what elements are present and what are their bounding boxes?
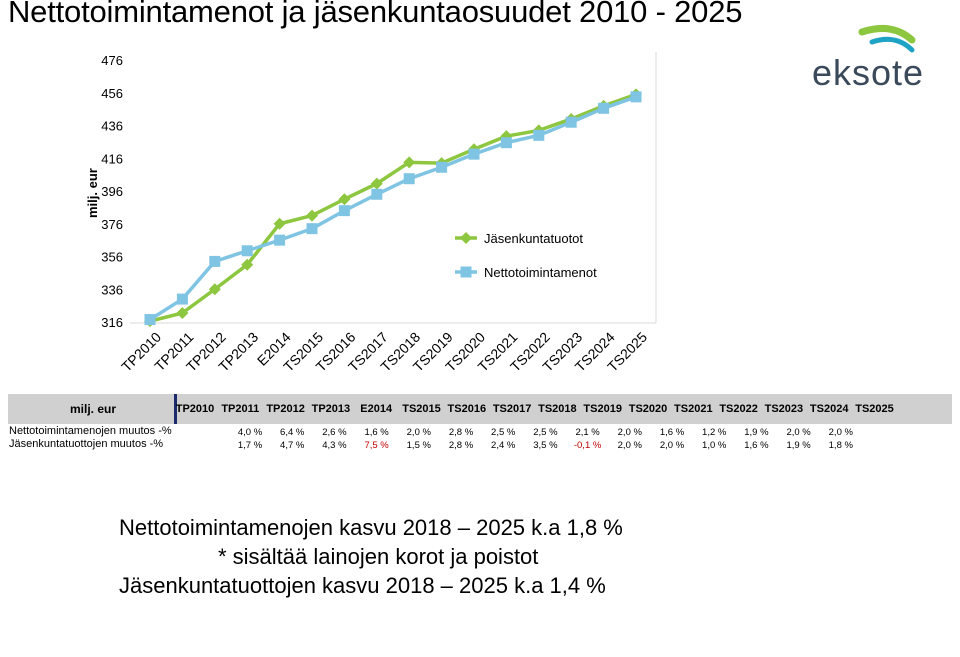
table-cell: 4,7 %: [280, 440, 305, 451]
table-cell: 1,6 %: [659, 427, 685, 438]
table-year-header: TS2019: [583, 403, 622, 415]
table-cell: 1,7 %: [237, 440, 263, 451]
data-point-jasenkuntatuotot: [403, 156, 416, 169]
data-point-nettotoimintamenot: [371, 188, 383, 200]
table-cell: 2,5 %: [491, 427, 516, 438]
table-cell: 2,4 %: [491, 440, 516, 451]
table-year-header: TS2022: [719, 403, 758, 415]
y-tick-label: 396: [101, 184, 123, 199]
data-point-jasenkuntatuotot: [273, 217, 286, 230]
table-year-header: TS2016: [447, 403, 487, 415]
y-tick-label: 476: [101, 53, 123, 68]
data-point-nettotoimintamenot: [176, 293, 188, 305]
table-year-header: TP2011: [221, 403, 260, 415]
data-point-jasenkuntatuotot: [306, 209, 318, 222]
legend-marker-diamond: [460, 232, 472, 244]
legend-marker-square: [460, 266, 472, 278]
table-cell: 2,8 %: [448, 427, 474, 438]
table-year-header: TP2013: [311, 403, 351, 415]
data-point-nettotoimintamenot: [533, 129, 545, 141]
table-row-label-jasenkuntatuotot: Jäsenkuntatuottojen muutos -%: [9, 438, 164, 450]
table-header-divider: [174, 394, 177, 424]
table-year-header: TS2024: [809, 403, 849, 415]
table-header-band: [8, 394, 952, 424]
data-point-nettotoimintamenot: [209, 255, 221, 267]
table-cell: 2,0 %: [617, 440, 642, 451]
data-point-nettotoimintamenot: [306, 223, 318, 235]
table-year-header: TP2012: [266, 403, 305, 415]
table-row-label-nettotoimintamenot: Nettotoimintamenojen muutos -%: [9, 425, 172, 437]
table-year-header: TS2020: [628, 403, 668, 415]
summary-line-1: Nettotoimintamenojen kasvu 2018 – 2025 k…: [119, 515, 623, 540]
page-title: Nettotoimintamenot ja jäsenkuntaosuudet …: [8, 0, 743, 29]
table-cell: -0,1 %: [573, 440, 602, 451]
table-cell: 2,0 %: [617, 427, 642, 438]
table-cell: 2,0 %: [406, 427, 431, 438]
table-year-header: TP2010: [175, 403, 215, 415]
data-point-nettotoimintamenot: [468, 148, 480, 160]
table-cell: 2,5 %: [533, 427, 558, 438]
data-point-nettotoimintamenot: [403, 173, 415, 185]
y-axis-label: milj. eur: [85, 168, 100, 218]
table-cell: 1,2 %: [702, 427, 727, 438]
table-year-header: TS2017: [492, 403, 532, 415]
table-unit-label: milj. eur: [70, 402, 117, 416]
data-point-jasenkuntatuotot: [208, 283, 221, 296]
y-tick-label: 456: [101, 86, 123, 101]
legend-entry-label: Jäsenkuntatuotot: [484, 231, 583, 246]
table-year-header: E2014: [360, 403, 393, 415]
table-cell: 1,6 %: [364, 427, 389, 438]
y-tick-label: 376: [101, 217, 123, 232]
table-cell: 2,8 %: [448, 440, 474, 451]
series-line-jasenkuntatuotot: [149, 92, 637, 323]
table-year-header: TS2015: [402, 403, 441, 415]
y-tick-label: 336: [101, 282, 123, 297]
y-tick-label: 356: [101, 250, 123, 265]
data-point-nettotoimintamenot: [565, 116, 577, 128]
table-cell: 2,0 %: [786, 427, 811, 438]
table-cell: 1,8 %: [828, 440, 853, 451]
series-line-nettotoimintamenot: [149, 95, 637, 322]
data-point-jasenkuntatuotot: [176, 306, 189, 319]
y-tick-label: 436: [101, 119, 123, 134]
data-point-nettotoimintamenot: [436, 161, 448, 173]
logo-text: eksote: [812, 52, 925, 93]
table-cell: 1,6 %: [744, 440, 769, 451]
eksote-logo-icon: [858, 24, 916, 53]
data-point-jasenkuntatuotot: [370, 177, 383, 190]
data-point-jasenkuntatuotot: [338, 193, 351, 206]
table-cell: 7,5 %: [364, 440, 389, 451]
table-cell: 2,0 %: [828, 427, 853, 438]
data-point-nettotoimintamenot: [500, 137, 512, 149]
table-cell: 2,0 %: [659, 440, 685, 451]
y-tick-label: 416: [101, 151, 123, 166]
table-year-header: TS2021: [674, 403, 713, 415]
data-point-nettotoimintamenot: [338, 205, 350, 217]
table-year-header: TS2018: [538, 403, 577, 415]
legend-entry-label: Nettotoimintamenot: [484, 265, 597, 280]
table-cell: 2,6 %: [322, 427, 347, 438]
table-cell: 1,9 %: [786, 440, 811, 451]
data-point-nettotoimintamenot: [241, 245, 253, 257]
table-cell: 4,0 %: [237, 427, 263, 438]
data-point-nettotoimintamenot: [274, 234, 286, 246]
data-point-jasenkuntatuotot: [241, 258, 254, 271]
data-point-nettotoimintamenot: [144, 314, 156, 326]
table-year-header: TS2025: [855, 403, 894, 415]
table-cell: 1,9 %: [744, 427, 769, 438]
table-cell: 3,5 %: [533, 440, 558, 451]
y-tick-label: 316: [101, 315, 123, 330]
table-year-header: TS2023: [764, 403, 804, 415]
table-cell: 4,3 %: [322, 440, 347, 451]
data-point-nettotoimintamenot: [630, 91, 642, 103]
table-cell: 6,4 %: [280, 427, 305, 438]
table-cell: 2,1 %: [575, 427, 600, 438]
data-point-nettotoimintamenot: [598, 102, 610, 114]
summary-line-2: * sisältää lainojen korot ja poistot: [218, 544, 539, 569]
table-cell: 1,5 %: [406, 440, 431, 451]
summary-line-3: Jäsenkuntatuottojen kasvu 2018 – 2025 k.…: [119, 573, 606, 598]
table-cell: 1,0 %: [702, 440, 727, 451]
